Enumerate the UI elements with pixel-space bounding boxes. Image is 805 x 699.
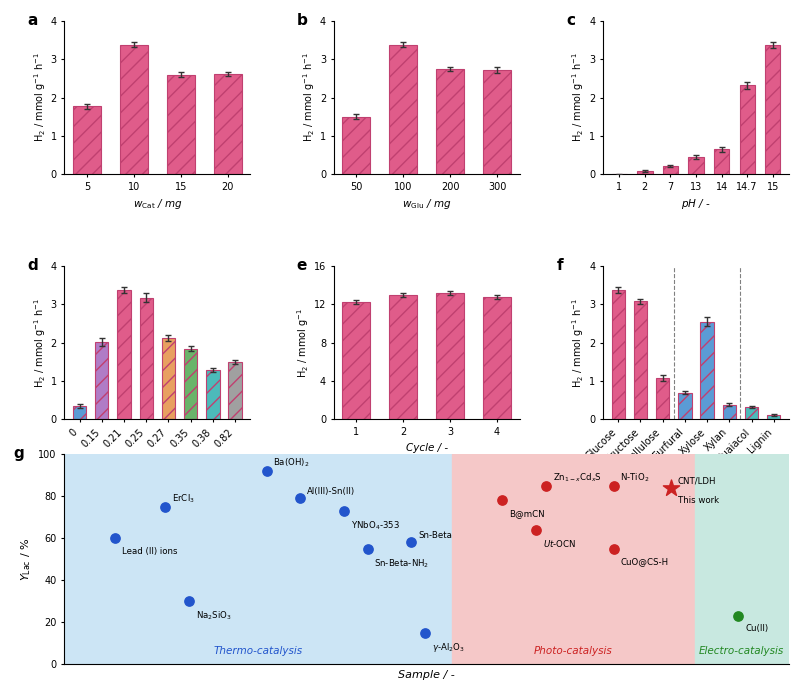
Bar <box>436 69 464 174</box>
Text: CNT/LDH: CNT/LDH <box>678 477 716 486</box>
Point <box>419 627 431 638</box>
Bar <box>663 166 678 174</box>
Bar <box>688 157 704 174</box>
Bar <box>389 295 417 419</box>
X-axis label: $w_{\mathrm{Pt}}$ / -: $w_{\mathrm{Pt}}$ / - <box>142 455 173 469</box>
Bar <box>162 338 175 419</box>
Y-axis label: H$_2$ / mmol g$^{-1}$ h$^{-1}$: H$_2$ / mmol g$^{-1}$ h$^{-1}$ <box>571 52 587 143</box>
Bar <box>167 75 195 174</box>
Text: Hemicellulose: Hemicellulose <box>680 549 734 559</box>
Bar <box>120 45 148 174</box>
Bar <box>767 415 781 419</box>
X-axis label: $pH$ / -: $pH$ / - <box>681 197 711 211</box>
Y-axis label: H$_2$ / mmol g$^{-1}$ h$^{-1}$: H$_2$ / mmol g$^{-1}$ h$^{-1}$ <box>32 298 47 388</box>
Text: Cellulose: Cellulose <box>623 549 658 559</box>
Bar <box>634 301 647 419</box>
Bar <box>95 342 109 419</box>
Text: $\gamma$-Al$_2$O$_3$: $\gamma$-Al$_2$O$_3$ <box>431 641 464 654</box>
X-axis label: $w_{\mathrm{Cat}}$ / mg: $w_{\mathrm{Cat}}$ / mg <box>133 197 182 211</box>
Point <box>183 596 196 607</box>
Text: Sn-Beta: Sn-Beta <box>419 531 452 540</box>
Text: c: c <box>566 13 575 28</box>
Text: YNbO$_4$-353: YNbO$_4$-353 <box>351 519 400 532</box>
Point <box>607 480 620 491</box>
Point <box>260 466 273 477</box>
Text: Ba(OH)$_2$: Ba(OH)$_2$ <box>274 456 310 469</box>
Text: $Ut$-OCN: $Ut$-OCN <box>543 538 576 549</box>
Text: CuO@CS-H: CuO@CS-H <box>621 557 668 566</box>
Point <box>664 482 677 493</box>
Y-axis label: H$_2$ / mmol g$^{-1}$: H$_2$ / mmol g$^{-1}$ <box>295 308 311 377</box>
Bar <box>213 74 242 174</box>
Point <box>361 543 374 554</box>
Text: b: b <box>296 13 308 28</box>
Text: Lead (II) ions: Lead (II) ions <box>122 547 177 556</box>
Bar <box>765 45 781 174</box>
Bar <box>679 393 691 419</box>
Bar <box>714 150 729 174</box>
Text: N-TiO$_2$: N-TiO$_2$ <box>621 471 650 484</box>
Bar <box>723 405 736 419</box>
Bar <box>483 297 511 419</box>
Bar <box>389 45 417 174</box>
Bar <box>72 406 86 419</box>
Bar <box>452 454 695 664</box>
Point <box>732 610 745 621</box>
Text: e: e <box>296 259 307 273</box>
Bar <box>184 349 197 419</box>
Point <box>337 505 350 517</box>
Y-axis label: H$_2$ / mmol g$^{-1}$ h$^{-1}$: H$_2$ / mmol g$^{-1}$ h$^{-1}$ <box>571 298 587 388</box>
X-axis label: $w_{\mathrm{Glu}}$ / mg: $w_{\mathrm{Glu}}$ / mg <box>402 197 452 211</box>
Point <box>109 533 122 544</box>
Point <box>159 501 172 512</box>
Bar <box>656 378 669 419</box>
Text: This work: This work <box>678 496 719 505</box>
Bar <box>612 290 625 419</box>
Text: B@mCN: B@mCN <box>510 509 545 518</box>
Bar <box>229 362 242 419</box>
Point <box>405 537 418 548</box>
Text: Lignin: Lignin <box>751 549 774 559</box>
Text: Zn$_{1-x}$Cd$_x$S: Zn$_{1-x}$Cd$_x$S <box>553 471 602 484</box>
Bar <box>118 290 130 419</box>
Bar <box>206 370 220 419</box>
Point <box>530 524 543 535</box>
Text: Photo-catalysis: Photo-catalysis <box>534 646 613 656</box>
Y-axis label: H$_2$ / mmol g$^{-1}$ h$^{-1}$: H$_2$ / mmol g$^{-1}$ h$^{-1}$ <box>32 52 47 143</box>
Text: d: d <box>27 259 38 273</box>
Bar <box>342 117 370 174</box>
Bar <box>740 85 755 174</box>
Text: g: g <box>14 446 24 461</box>
Y-axis label: $Y_{\mathrm{Lac}}$ / %: $Y_{\mathrm{Lac}}$ / % <box>19 538 33 581</box>
Text: Cu(II): Cu(II) <box>745 624 768 633</box>
Point <box>540 480 553 491</box>
Bar <box>638 171 653 174</box>
Bar <box>695 454 789 664</box>
Text: ErCl$_3$: ErCl$_3$ <box>172 492 195 505</box>
Bar <box>483 70 511 174</box>
Text: f: f <box>557 259 564 273</box>
Bar <box>700 322 714 419</box>
Text: Al(III)-Sn(II): Al(III)-Sn(II) <box>307 487 355 496</box>
Point <box>294 493 307 504</box>
Text: a: a <box>27 13 38 28</box>
X-axis label: Sample / -: Sample / - <box>398 670 455 679</box>
Text: Sn-Beta-NH$_2$: Sn-Beta-NH$_2$ <box>374 557 430 570</box>
Text: Na$_2$SiO$_3$: Na$_2$SiO$_3$ <box>196 610 232 622</box>
Bar <box>342 301 370 419</box>
X-axis label: Cycle / -: Cycle / - <box>406 442 448 452</box>
Bar <box>64 454 452 664</box>
Point <box>607 543 620 554</box>
Point <box>496 495 509 506</box>
Text: Thermo-catalysis: Thermo-catalysis <box>213 646 303 656</box>
Bar <box>436 293 464 419</box>
Text: Electro-catalysis: Electro-catalysis <box>699 646 784 656</box>
Y-axis label: H$_2$ / mmol g$^{-1}$ h$^{-1}$: H$_2$ / mmol g$^{-1}$ h$^{-1}$ <box>301 52 317 143</box>
Bar <box>745 407 758 419</box>
Bar <box>72 106 101 174</box>
Bar <box>139 298 153 419</box>
